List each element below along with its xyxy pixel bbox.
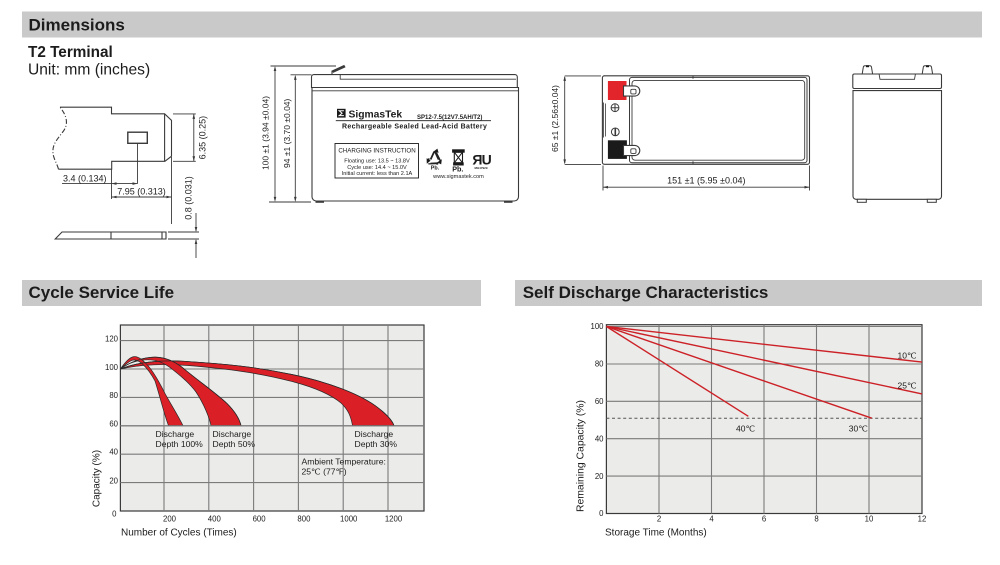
svg-text:Floating use: 13.5 ~ 13.8V: Floating use: 13.5 ~ 13.8V [344,159,410,165]
svg-text:Dimensions: Dimensions [29,16,125,35]
svg-text:T2 Terminal: T2 Terminal [28,44,113,61]
svg-text:Cycle Service Life: Cycle Service Life [29,283,175,302]
svg-text:Cycle use: 14.4 ~ 15.0V: Cycle use: 14.4 ~ 15.0V [347,165,407,171]
svg-text:20: 20 [109,476,118,485]
svg-text:0: 0 [599,509,604,518]
svg-text:6.35 (0.25): 6.35 (0.25) [198,116,208,160]
svg-text:Depth 100%: Depth 100% [156,439,204,449]
svg-text:Ambient Temperature:: Ambient Temperature: [302,457,386,467]
svg-text:Pb.: Pb. [452,165,463,174]
svg-text:60: 60 [595,397,604,406]
svg-text:4: 4 [709,515,714,524]
svg-text:www.sigmastek.com: www.sigmastek.com [432,174,484,180]
svg-text:25℃: 25℃ [898,381,917,391]
svg-text:100: 100 [590,322,604,331]
svg-text:1200: 1200 [385,515,403,524]
svg-text:8: 8 [814,515,818,524]
svg-text:40℃: 40℃ [736,424,755,434]
svg-text:30℃: 30℃ [849,424,868,434]
svg-text:40: 40 [109,448,118,457]
svg-text:1000: 1000 [340,515,358,524]
svg-text:Pb.: Pb. [431,165,440,171]
svg-text:0.8 (0.031): 0.8 (0.031) [184,176,194,220]
svg-text:Discharge: Discharge [355,429,394,439]
svg-text:Discharge: Discharge [156,429,195,439]
svg-text:151 ±1 (5.95 ±0.04): 151 ±1 (5.95 ±0.04) [667,176,745,186]
svg-text:100: 100 [105,363,119,372]
svg-text:25℃ (77℉): 25℃ (77℉) [302,467,347,477]
svg-text:100 ±1 (3.94 ±0.04): 100 ±1 (3.94 ±0.04) [261,96,271,170]
svg-text:Initial current: less than 2.1: Initial current: less than 2.1A [342,171,413,177]
svg-text:800: 800 [297,515,311,524]
svg-text:Self Discharge Characteristics: Self Discharge Characteristics [523,283,769,302]
svg-text:6: 6 [762,515,766,524]
svg-text:SigmasTek: SigmasTek [349,110,403,121]
svg-text:Depth 30%: Depth 30% [355,439,398,449]
svg-text:80: 80 [109,391,118,400]
svg-text:2: 2 [657,515,661,524]
svg-text:ЯU: ЯU [472,152,491,168]
svg-text:Remaining Capacity (%): Remaining Capacity (%) [575,400,586,512]
svg-text:Depth 50%: Depth 50% [213,439,256,449]
svg-text:400: 400 [208,515,222,524]
svg-text:MH47929: MH47929 [474,166,487,170]
svg-text:Rechargeable Sealed Lead-Acid: Rechargeable Sealed Lead-Acid Battery [342,123,487,130]
svg-text:Capacity (%): Capacity (%) [92,450,103,507]
svg-text:60: 60 [109,419,118,428]
svg-text:10℃: 10℃ [898,351,917,361]
svg-text:Unit: mm (inches): Unit: mm (inches) [28,62,150,79]
svg-text:Storage Time (Months): Storage Time (Months) [605,528,707,539]
svg-text:Number of Cycles (Times): Number of Cycles (Times) [121,528,237,539]
svg-text:12: 12 [918,515,927,524]
svg-text:SP12-7.5(12V7.5AH/T2): SP12-7.5(12V7.5AH/T2) [417,115,482,121]
svg-text:40: 40 [595,434,604,443]
svg-text:20: 20 [595,472,604,481]
svg-text:200: 200 [163,515,177,524]
svg-text:120: 120 [105,334,119,343]
svg-text:94 ±1 (3.70 ±0.04): 94 ±1 (3.70 ±0.04) [282,98,292,168]
svg-text:3.4 (0.134): 3.4 (0.134) [63,174,107,184]
svg-text:7.95 (0.313): 7.95 (0.313) [117,187,166,197]
svg-text:10: 10 [865,515,874,524]
svg-text:0: 0 [112,509,117,518]
svg-text:80: 80 [595,360,604,369]
svg-text:Discharge: Discharge [213,429,252,439]
svg-text:CHARGING INSTRUCTION: CHARGING INSTRUCTION [338,148,415,155]
svg-text:600: 600 [253,515,267,524]
svg-text:65 ±1 (2.56±0.04): 65 ±1 (2.56±0.04) [550,85,560,152]
